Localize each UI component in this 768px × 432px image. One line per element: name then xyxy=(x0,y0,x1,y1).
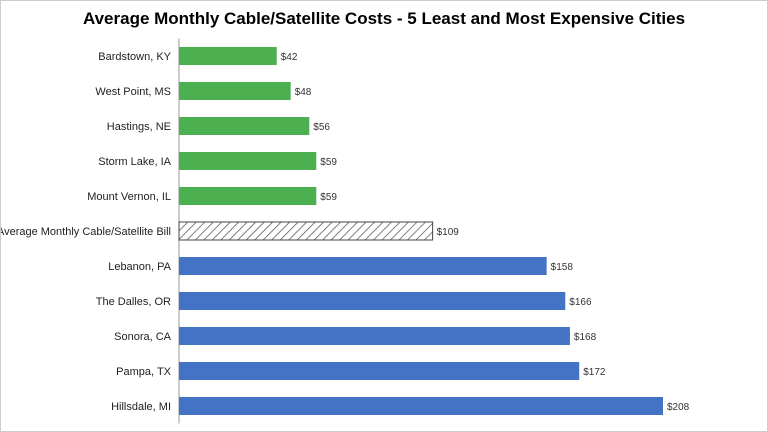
bar xyxy=(179,327,570,345)
bar xyxy=(179,397,663,415)
bar xyxy=(178,221,434,241)
category-label: Hastings, NE xyxy=(107,121,171,133)
value-label: $158 xyxy=(551,262,574,273)
value-label: $109 xyxy=(437,227,460,238)
category-label: Lebanon, PA xyxy=(108,261,171,273)
bar xyxy=(179,187,317,205)
category-label: Pampa, TX xyxy=(116,366,171,378)
category-label: Sonora, CA xyxy=(114,331,172,343)
chart-title: Average Monthly Cable/Satellite Costs - … xyxy=(82,9,686,28)
category-label: Storm Lake, IA xyxy=(98,156,171,168)
value-label: $59 xyxy=(320,157,337,168)
bar xyxy=(179,152,317,170)
category-label: Bardstown, KY xyxy=(98,51,171,63)
value-label: $59 xyxy=(320,192,337,203)
value-label: $172 xyxy=(583,367,606,378)
bar xyxy=(179,257,547,275)
category-label: West Point, MS xyxy=(95,86,171,98)
bar xyxy=(179,362,580,380)
category-label: Average Monthly Cable/Satellite Bill xyxy=(1,226,171,238)
value-label: $166 xyxy=(569,297,592,308)
category-label: The Dalles, OR xyxy=(96,296,171,308)
category-label: Hillsdale, MI xyxy=(111,401,171,413)
bar xyxy=(179,117,310,135)
value-label: $56 xyxy=(313,122,330,133)
value-label: $208 xyxy=(667,402,690,413)
bar xyxy=(179,47,277,65)
value-label: $48 xyxy=(295,87,312,98)
bar xyxy=(179,82,291,100)
bar xyxy=(179,292,566,310)
category-label: Mount Vernon, IL xyxy=(87,191,171,203)
value-label: $42 xyxy=(281,52,298,63)
value-label: $168 xyxy=(574,332,597,343)
